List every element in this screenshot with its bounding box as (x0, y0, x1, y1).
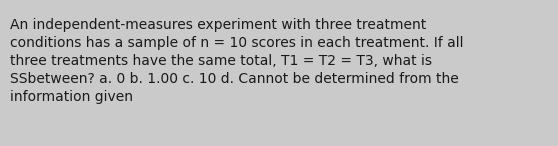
Text: An independent-measures experiment with three treatment
conditions has a sample : An independent-measures experiment with … (10, 18, 464, 104)
